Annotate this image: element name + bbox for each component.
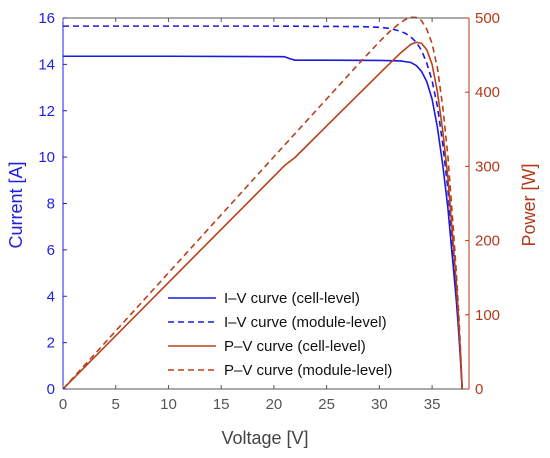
x-axis-label: Voltage [V] bbox=[221, 428, 308, 448]
y-right-tick-label: 0 bbox=[475, 381, 483, 398]
y-left-tick-label: 14 bbox=[38, 56, 55, 73]
x-tick-label: 15 bbox=[213, 396, 230, 413]
y-left-tick-label: 12 bbox=[38, 103, 55, 120]
series-layer bbox=[62, 16, 463, 390]
legend: I–V curve (cell-level) I–V curve (module-… bbox=[168, 290, 392, 379]
legend-label-1: I–V curve (cell-level) bbox=[224, 290, 360, 307]
series-line-2 bbox=[63, 25, 463, 390]
y-right-tick-label: 500 bbox=[475, 10, 500, 27]
plot-background bbox=[63, 18, 469, 389]
x-tick-label: 20 bbox=[266, 396, 283, 413]
x-tick-label: 10 bbox=[160, 396, 177, 413]
y-axis-right-label: Power [W] bbox=[519, 163, 539, 246]
x-tick-label: 0 bbox=[59, 396, 67, 413]
plot-area bbox=[63, 18, 469, 389]
y-left-tick-label: 10 bbox=[38, 149, 55, 166]
legend-label-4: P–V curve (module-level) bbox=[224, 362, 392, 379]
tick-labels: 0 5 10 15 20 25 30 35 0 2 4 6 8 10 12 14 16 0 100 200 300 400… bbox=[38, 10, 500, 413]
x-tick-label: 30 bbox=[371, 396, 388, 413]
y-left-tick-label: 16 bbox=[38, 10, 55, 27]
x-tick-label: 5 bbox=[112, 396, 120, 413]
x-tick-label: 35 bbox=[424, 396, 441, 413]
series-line-1 bbox=[63, 55, 463, 390]
y-left-tick-label: 8 bbox=[47, 196, 55, 213]
x-tick-label: 25 bbox=[318, 396, 335, 413]
series-line-4 bbox=[62, 16, 463, 390]
y-right-tick-label: 400 bbox=[475, 84, 500, 101]
y-left-tick-label: 6 bbox=[47, 242, 55, 259]
y-left-tick-label: 0 bbox=[47, 381, 55, 398]
legend-label-3: P–V curve (cell-level) bbox=[224, 338, 366, 355]
y-right-tick-label: 100 bbox=[475, 307, 500, 324]
legend-label-2: I–V curve (module-level) bbox=[224, 314, 387, 331]
y-right-tick-label: 300 bbox=[475, 158, 500, 175]
y-left-tick-label: 4 bbox=[47, 288, 55, 305]
y-right-tick-label: 200 bbox=[475, 233, 500, 250]
y-left-tick-label: 2 bbox=[47, 335, 55, 352]
y-axis-left-label: Current [A] bbox=[6, 161, 26, 248]
